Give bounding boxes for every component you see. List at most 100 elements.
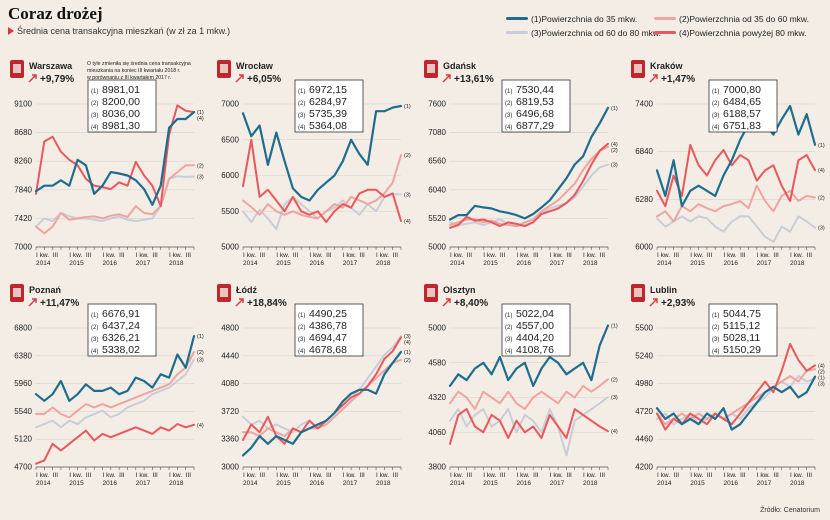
series-end-label: (1) [611,323,618,329]
x-tick-label: I kw. [343,252,356,259]
x-tick-label: I kw. [136,472,149,479]
change-value: +11,47% [40,298,79,309]
series-end-label: (2) [197,350,204,356]
y-tick-label: 5520 [428,214,446,223]
series-end-label: (4) [818,363,825,369]
x-tick-year: 2015 [276,480,291,487]
chart-panel-poznań: Poznań +11,47% 6800 6380 5960 5540 5120 4700 I k… [10,284,204,487]
chart-panel-lublin: Lublin +2,93% 5500 5240 4980 4720 4460 4200 I kw… [631,284,825,487]
city-name: Wrocław [236,61,274,71]
x-tick-label: I kw. [69,472,82,479]
series-line-1 [655,375,817,431]
x-tick-label: I kw. [169,252,182,259]
x-tick-year: 2015 [69,480,84,487]
series-line-4 [242,138,402,223]
x-tick-label: III [326,252,332,259]
series-end-label: (4) [197,423,204,429]
x-tick-label: I kw. [169,472,182,479]
city-name: Poznań [29,285,61,295]
x-tick-label: III [807,252,813,259]
x-tick-label: I kw. [69,252,82,259]
x-tick-label: III [186,472,192,479]
value-text: 4694,47 [309,332,347,344]
value-text: 4108,76 [516,344,554,356]
y-tick-label: 6040 [428,185,446,194]
arrow-up-icon [649,74,658,83]
x-tick-label: I kw. [310,252,323,259]
x-tick-label: I kw. [103,472,116,479]
x-tick-year: 2015 [69,260,84,267]
value-text: 4386,78 [309,320,347,332]
series-end-label: (3) [404,334,411,340]
legend-num: (3) [531,28,542,38]
series-end-label: (4) [404,219,411,225]
x-tick-label: I kw. [243,472,256,479]
y-tick-label: 5000 [221,243,239,252]
x-tick-label: III [86,472,92,479]
x-tick-label: III [359,252,365,259]
legend-label: Powierzchnia powyżej 80 mkw. [689,28,807,38]
change-value: +6,05% [247,74,281,85]
series-line-2 [35,164,195,235]
x-tick-year: 2016 [103,260,118,267]
series-end-label: (2) [611,148,618,154]
x-tick-year: 2017 [757,480,772,487]
value-num: (3) [298,113,305,119]
y-tick-label: 4700 [14,463,32,472]
x-tick-year: 2018 [583,480,598,487]
y-tick-label: 7080 [428,128,446,137]
crest-detail [13,288,21,297]
x-tick-label: I kw. [376,472,389,479]
x-tick-label: I kw. [657,252,670,259]
note-line: mieszkania na koniec III kwartału 2018 r… [87,68,180,74]
series-line-2 [656,184,816,223]
x-tick-label: I kw. [550,252,563,259]
source-note: Źródło: Cenatorium [760,507,820,514]
city-name: Gdańsk [443,61,477,71]
value-num: (3) [91,337,98,343]
x-tick-year: 2018 [376,480,391,487]
value-num: (3) [298,337,305,343]
value-text: 4557,00 [516,320,554,332]
value-text: 5364,08 [309,120,347,132]
y-tick-label: 4980 [635,379,653,388]
value-text: 8981,01 [102,84,140,96]
legend-item-4: (4)Powierzchnia powyżej 80 mkw. [654,28,807,38]
x-tick-label: III [293,472,299,479]
chart-panel-warszawa: Warszawa +9,79% O tyle zmieniła się średni… [10,60,204,267]
value-num: (1) [298,313,305,319]
x-tick-label: III [566,472,572,479]
value-text: 6326,21 [102,332,140,344]
series-end-label: (3) [197,357,204,363]
change-value: +8,40% [454,298,488,309]
y-tick-label: 3800 [428,463,446,472]
y-tick-label: 5000 [428,324,446,333]
y-tick-label: 6500 [221,135,239,144]
x-tick-label: III [500,252,506,259]
x-tick-label: III [740,252,746,259]
legend-num: (4) [679,28,690,38]
change-value: +13,61% [454,74,494,85]
series-end-label: (1) [818,143,825,149]
value-num: (4) [298,349,305,355]
series-line-1 [655,104,817,208]
legend-swatch [506,17,528,20]
note-line: O tyle zmieniła się średnia cena transak… [87,61,191,67]
series-end-label: (3) [197,174,204,180]
city-name: Łódź [236,285,257,295]
crest-detail [427,288,435,297]
y-tick-label: 5500 [221,207,239,216]
x-tick-year: 2017 [757,260,772,267]
x-tick-label: I kw. [724,252,737,259]
value-num: (4) [91,125,98,131]
x-tick-label: III [119,252,125,259]
y-tick-label: 6560 [428,157,446,166]
value-box [294,79,364,133]
y-tick-label: 7600 [428,100,446,109]
y-tick-label: 4720 [635,407,653,416]
x-tick-label: III [807,472,813,479]
y-tick-label: 5240 [635,351,653,360]
x-tick-year: 2014 [657,260,672,267]
triangle-icon [8,27,14,35]
